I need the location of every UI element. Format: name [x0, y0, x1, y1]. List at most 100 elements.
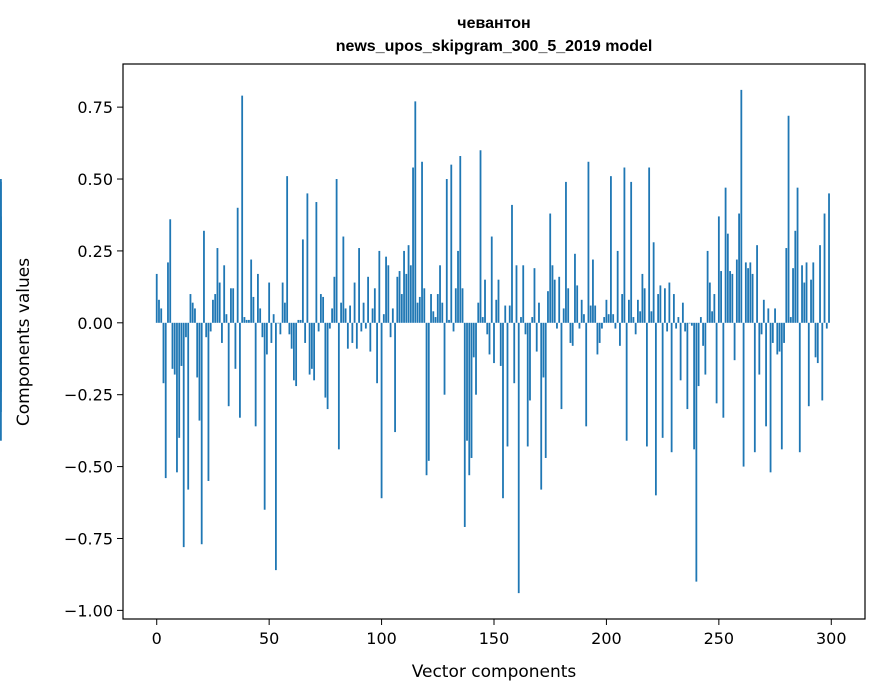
bar	[637, 299, 639, 323]
bar	[209, 322, 212, 332]
bar	[634, 322, 637, 335]
bar	[499, 322, 502, 366]
bar	[677, 317, 680, 323]
bar	[227, 322, 230, 407]
bar	[299, 319, 302, 323]
bar	[807, 322, 810, 407]
bar	[270, 322, 273, 343]
bar	[565, 181, 567, 323]
bar	[706, 250, 709, 323]
y-tick-label: −0.50	[64, 458, 113, 477]
x-tick-label: 150	[479, 629, 510, 648]
bar	[690, 322, 693, 326]
bar	[729, 271, 731, 323]
bar	[385, 256, 387, 323]
bar	[333, 276, 336, 323]
bar	[486, 322, 489, 335]
bar	[279, 322, 282, 335]
bar	[349, 305, 351, 323]
bar	[585, 322, 588, 427]
bar	[524, 322, 527, 335]
bar	[551, 265, 554, 323]
bar	[355, 322, 358, 349]
bar	[589, 305, 592, 323]
bar	[756, 245, 758, 323]
bar	[506, 322, 509, 447]
bar	[560, 322, 563, 410]
bar	[452, 322, 455, 332]
bar	[450, 164, 453, 323]
bar	[221, 322, 223, 343]
bar	[360, 322, 363, 332]
bar	[164, 322, 167, 479]
bar	[668, 282, 671, 323]
bar	[443, 322, 446, 395]
bar	[796, 187, 799, 323]
bar	[479, 150, 482, 323]
y-tick-label: −0.25	[64, 386, 113, 405]
bar	[758, 322, 761, 375]
bar	[760, 322, 763, 335]
bar	[751, 273, 754, 323]
bar	[216, 248, 219, 323]
bar	[158, 299, 160, 323]
bar	[749, 262, 752, 323]
bar	[203, 230, 205, 323]
bar	[475, 322, 477, 395]
bar	[580, 299, 583, 323]
bar	[493, 322, 495, 364]
bar	[733, 322, 736, 361]
bar	[387, 265, 390, 323]
bar	[331, 308, 334, 323]
bar	[601, 322, 603, 329]
bar	[214, 294, 217, 323]
bar	[562, 308, 565, 323]
bar	[160, 308, 163, 323]
bar	[583, 314, 585, 323]
bar	[828, 193, 830, 323]
bar	[576, 285, 579, 323]
bar	[767, 308, 770, 323]
bar	[176, 322, 178, 473]
bar	[445, 179, 448, 323]
bar	[371, 308, 374, 323]
x-tick-label: 200	[591, 629, 622, 648]
bar	[488, 322, 491, 355]
bar	[735, 259, 738, 323]
bar	[697, 322, 700, 387]
bar	[461, 288, 464, 323]
bar	[310, 322, 313, 369]
bar	[472, 322, 475, 358]
bar	[198, 322, 201, 421]
bar	[825, 322, 828, 329]
bar	[787, 115, 790, 323]
bar	[407, 245, 410, 323]
bar	[421, 161, 423, 323]
bar	[535, 322, 538, 352]
y-axis-label: Components values	[14, 258, 34, 426]
bar	[297, 319, 300, 323]
bar	[326, 322, 329, 410]
bar	[614, 322, 617, 329]
bar	[180, 322, 183, 366]
bar	[713, 294, 716, 323]
bar	[178, 322, 181, 438]
bar	[409, 265, 412, 323]
bar	[189, 294, 192, 323]
bar	[344, 308, 347, 323]
bar	[612, 314, 615, 323]
bar	[628, 299, 630, 323]
bar	[423, 288, 426, 323]
bar	[484, 279, 486, 323]
bar	[502, 322, 504, 499]
bar	[342, 236, 345, 323]
bar	[239, 322, 241, 418]
x-axis: 0 50 100 150 200 250 300	[152, 619, 847, 648]
bar	[616, 250, 619, 323]
bar	[513, 322, 516, 384]
bar	[774, 308, 776, 323]
bar	[632, 317, 635, 323]
bar	[306, 193, 309, 323]
bar	[185, 322, 187, 338]
bar	[369, 322, 372, 352]
